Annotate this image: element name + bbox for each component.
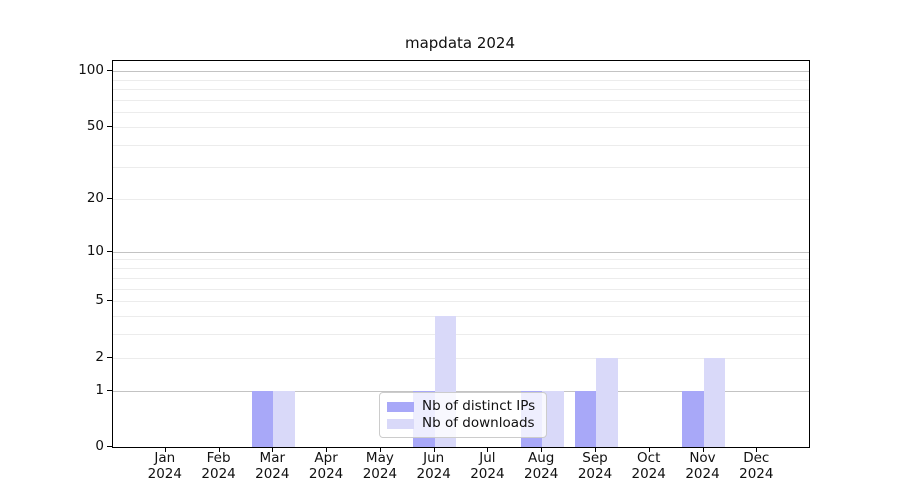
x-tick-mark [702,447,704,452]
y-tick-mark [107,300,112,301]
y-tick-label: 5 [95,292,104,308]
minor-gridline [113,199,809,200]
legend: Nb of distinct IPs Nb of downloads [379,392,547,438]
minor-gridline [113,268,809,269]
x-tick-label-apr: Apr 2024 [308,450,344,482]
x-tick-label-sep: Sep 2024 [577,450,613,482]
y-tick-mark [107,198,112,199]
y-tick-mark [107,446,112,447]
y-tick-mark [107,70,112,71]
x-tick-mark [164,447,166,452]
x-tick-label-jun: Jun 2024 [416,450,451,482]
legend-label-distinct-ips: Nb of distinct IPs [422,398,536,414]
minor-gridline [113,79,809,81]
minor-gridline [113,112,809,114]
x-tick-mark [756,447,758,452]
y-tick-label: 10 [86,242,104,259]
y-tick-label: 2 [95,348,104,365]
x-tick-mark [541,447,543,452]
legend-label-downloads: Nb of downloads [422,415,535,431]
bar-downloads-nov [703,357,725,447]
major-gridline [113,390,809,392]
y-tick-label: 20 [86,190,104,206]
legend-entry-downloads: Nb of downloads [387,415,539,432]
bar-downloads-sep [596,357,618,447]
bar-distinct-ips-mar [251,390,274,447]
plot-area [112,60,810,448]
minor-gridline [113,288,809,290]
x-tick-label-nov: Nov 2024 [685,450,720,482]
chart-title: mapdata 2024 [404,34,516,52]
x-tick-label-jan: Jan 2024 [147,450,182,482]
bar-distinct-ips-sep [574,390,596,447]
x-tick-mark [433,447,435,452]
x-tick-label-dec: Dec 2024 [739,450,774,482]
x-tick-mark [272,447,274,452]
major-gridline [113,71,809,72]
x-tick-mark [218,447,220,452]
minor-gridline [113,277,809,279]
y-tick-mark [107,250,112,252]
x-tick-label-feb: Feb 2024 [201,450,236,482]
x-tick-label-mar: Mar 2024 [255,450,290,482]
minor-gridline [113,357,809,359]
minor-gridline [113,315,809,317]
y-tick-label: 100 [78,62,104,78]
y-tick-label: 0 [95,438,104,454]
x-tick-label-oct: Oct 2024 [631,450,666,482]
x-tick-mark [326,447,328,452]
y-tick-mark [107,125,112,127]
minor-gridline [113,126,809,128]
minor-gridline [113,167,809,169]
x-tick-mark [595,447,596,452]
major-gridline [113,251,809,253]
bar-downloads-mar [273,390,295,447]
legend-swatch-distinct-ips-icon [387,401,414,412]
bar-downloads-aug [542,390,564,447]
x-tick-mark [648,447,650,452]
x-tick-label-aug: Aug 2024 [524,450,559,482]
y-tick-mark [107,389,112,391]
legend-entry-distinct-ips: Nb of distinct IPs [387,398,539,415]
legend-swatch-downloads-icon [387,418,414,429]
x-tick-label-jul: Jul 2024 [470,450,505,482]
x-tick-mark [379,447,381,452]
minor-gridline [113,99,809,101]
bar-distinct-ips-nov [682,390,704,447]
x-tick-label-may: May 2024 [362,450,398,482]
y-tick-label: 50 [86,117,104,134]
minor-gridline [113,144,809,146]
minor-gridline [113,259,809,261]
y-tick-mark [107,356,112,358]
minor-gridline [113,89,809,90]
minor-gridline [113,301,809,302]
x-tick-mark [487,447,489,452]
minor-gridline [113,334,809,336]
y-tick-label: 1 [95,381,104,398]
